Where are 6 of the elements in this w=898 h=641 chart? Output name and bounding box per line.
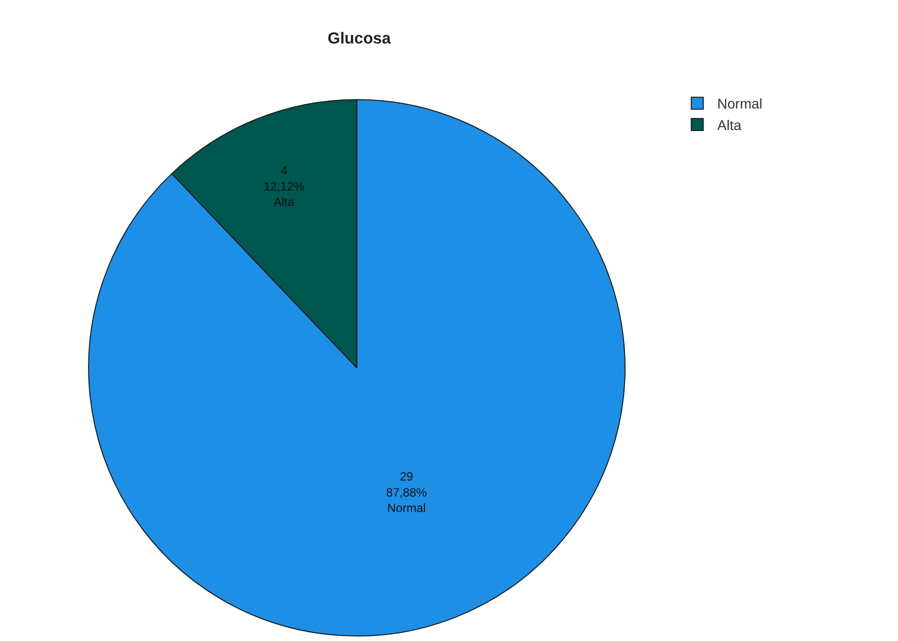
data-label: 29 87,88% Normal xyxy=(386,470,428,515)
chart-title: Glucosa xyxy=(328,30,391,48)
legend-label: Normal xyxy=(717,96,762,112)
pie-slice xyxy=(88,99,626,636)
legend-label: Alta xyxy=(717,116,742,133)
data-label: 4 12,12% Alta xyxy=(264,164,305,209)
